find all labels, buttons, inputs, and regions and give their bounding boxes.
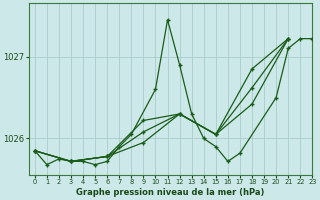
- X-axis label: Graphe pression niveau de la mer (hPa): Graphe pression niveau de la mer (hPa): [76, 188, 265, 197]
